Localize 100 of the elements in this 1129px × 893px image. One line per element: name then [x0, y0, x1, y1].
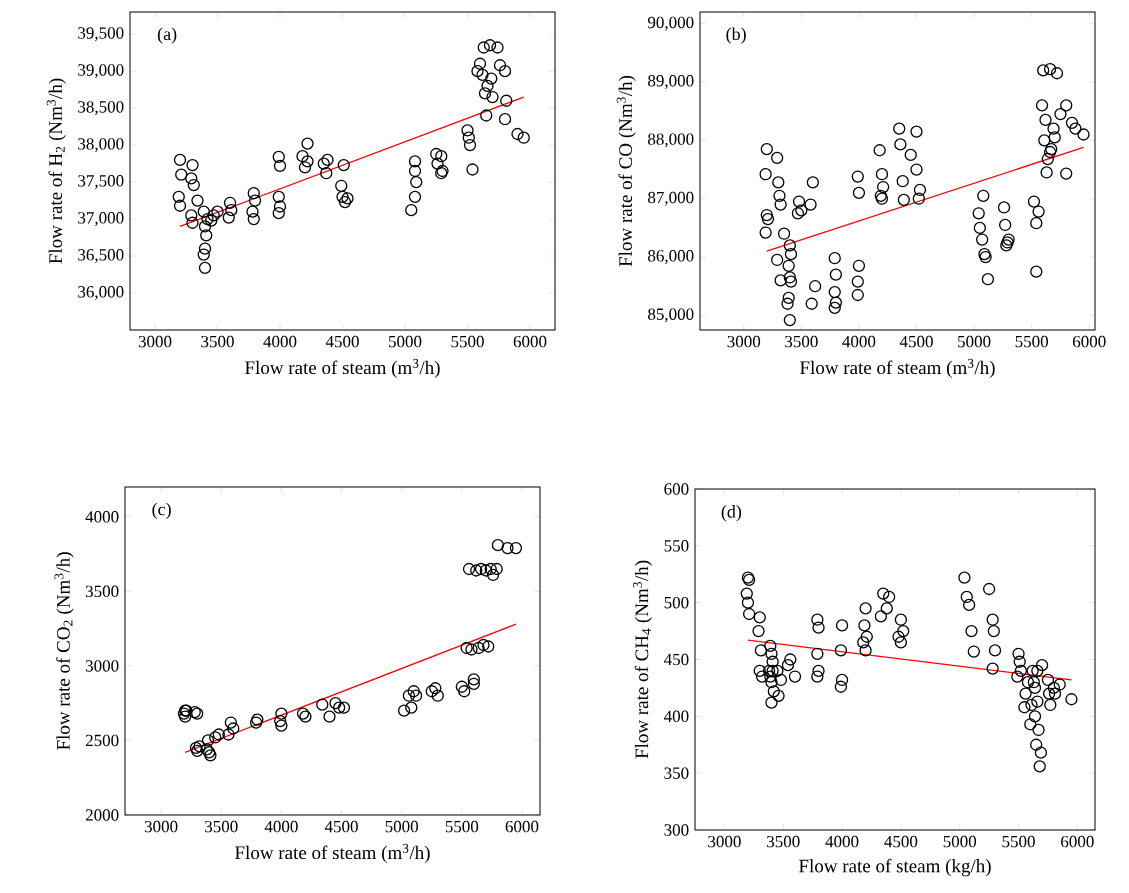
point — [467, 677, 480, 690]
x-tick-label: 5500 — [1015, 335, 1049, 348]
x-tick-label: 3000 — [144, 820, 178, 833]
y-tick-label: 87,000 — [648, 191, 694, 206]
y-tick-label: 90,000 — [647, 16, 694, 31]
point — [429, 682, 442, 695]
point — [474, 562, 488, 576]
point — [472, 641, 485, 655]
point — [397, 704, 411, 717]
point — [470, 564, 483, 577]
x-axis-title: Flow rate of steam (m$^{3}$/h) — [800, 358, 995, 378]
y-axis-title: Flow rate of CH$_{4}$ (Nm$^{3}$/h) — [633, 560, 653, 759]
x-tick-label: 6000 — [513, 335, 547, 348]
y-tick-label: 88,000 — [648, 133, 694, 148]
y-tick-label: 300 — [664, 824, 689, 836]
x-tick-label: 5500 — [445, 820, 479, 833]
y-tick-label: 85,000 — [648, 308, 694, 323]
x-tick-label: 5000 — [958, 335, 991, 348]
x-tick-label: 4500 — [884, 835, 918, 848]
point — [227, 722, 240, 735]
annotation: (b) — [726, 27, 746, 44]
y-tick-label: 89,000 — [648, 75, 694, 89]
x-tick-label: 4000 — [264, 820, 298, 833]
x-tick-label: 5500 — [1002, 835, 1035, 848]
annotation: (c) — [152, 502, 171, 520]
point — [275, 707, 288, 720]
y-tick-label: 450 — [663, 653, 689, 666]
y-axis-title: Flow rate of CO (Nm$^{3}$/h) — [616, 75, 636, 267]
x-tick-label: 6000 — [1072, 335, 1106, 348]
point — [455, 680, 468, 693]
x-tick-label: 6000 — [1061, 835, 1094, 848]
point — [484, 562, 497, 576]
x-tick-label: 4000 — [825, 835, 859, 848]
y-tick-label: 37,000 — [78, 212, 124, 227]
y-axis-title: Flow rate of CO$_{2}$ (Nm$^{3}$/h) — [54, 552, 74, 750]
point — [479, 564, 493, 577]
point — [491, 538, 505, 552]
y-tick-label: 39,500 — [78, 27, 124, 42]
point — [323, 710, 336, 723]
point — [405, 701, 418, 714]
y-tick-label: 39,000 — [78, 64, 124, 79]
point — [274, 714, 287, 728]
point — [501, 541, 514, 555]
x-tick-label: 3000 — [727, 335, 761, 348]
point — [462, 562, 476, 576]
point — [465, 643, 478, 656]
x-tick-label: 5500 — [451, 335, 484, 348]
point — [275, 719, 288, 732]
y-tick-label: 3000 — [85, 660, 119, 672]
x-tick-label: 3500 — [205, 820, 238, 833]
point — [490, 562, 503, 576]
x-axis-title: Flow rate of steam (m$^{3}$/h) — [235, 843, 430, 863]
point — [460, 641, 473, 655]
point — [482, 640, 495, 653]
y-tick-label: 37,500 — [78, 175, 124, 190]
point — [222, 728, 235, 741]
annotation: (d) — [721, 505, 742, 522]
point — [332, 701, 346, 714]
x-tick-label: 3000 — [138, 335, 172, 348]
point — [337, 701, 351, 714]
y-tick-label: 500 — [664, 596, 689, 609]
x-tick-label: 4500 — [325, 335, 359, 348]
y-tick-label: 36,500 — [78, 249, 124, 263]
y-tick-label: 400 — [663, 710, 689, 723]
x-tick-label: 6000 — [505, 820, 539, 833]
x-tick-label: 3500 — [201, 335, 234, 348]
x-tick-label: 4000 — [842, 335, 876, 348]
y-tick-label: 38,500 — [78, 101, 124, 116]
point — [402, 689, 416, 702]
point — [407, 685, 420, 698]
x-tick-label: 3500 — [767, 835, 800, 848]
y-tick-label: 550 — [664, 540, 689, 552]
x-tick-label: 5000 — [385, 820, 419, 833]
y-tick-label: 86,000 — [648, 250, 694, 265]
point — [509, 541, 523, 555]
y-tick-label: 350 — [664, 767, 689, 779]
point — [431, 689, 444, 702]
point — [193, 740, 206, 753]
y-tick-label: 3500 — [85, 585, 119, 598]
point — [458, 685, 471, 698]
y-tick-label: 36,000 — [78, 286, 124, 300]
y-tick-label: 2500 — [85, 734, 119, 747]
y-tick-label: 2000 — [85, 809, 119, 821]
point — [486, 568, 500, 582]
y-tick-label: 600 — [664, 483, 689, 495]
point — [409, 689, 423, 702]
point — [477, 638, 490, 652]
x-tick-label: 5000 — [943, 835, 977, 848]
point — [329, 697, 342, 710]
point — [201, 734, 215, 747]
point — [224, 716, 238, 729]
x-axis-title: Flow rate of steam (m$^{3}$/h) — [245, 358, 440, 378]
x-tick-label: 4000 — [263, 335, 297, 348]
y-tick-label: 38,000 — [78, 138, 124, 153]
y-tick-label: 4000 — [85, 511, 119, 523]
point — [425, 685, 438, 698]
point — [316, 698, 329, 711]
x-axis-title: Flow rate of steam (kg/h) — [799, 858, 991, 877]
x-tick-label: 4500 — [899, 335, 933, 348]
point — [467, 673, 480, 686]
